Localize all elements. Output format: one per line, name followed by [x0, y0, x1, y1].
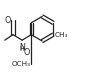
Text: OCH₃: OCH₃ — [11, 61, 30, 67]
Text: O: O — [23, 48, 29, 57]
Text: CH₃: CH₃ — [55, 32, 68, 38]
Text: H: H — [20, 46, 25, 52]
Text: N: N — [19, 43, 25, 52]
Text: O: O — [4, 16, 11, 25]
